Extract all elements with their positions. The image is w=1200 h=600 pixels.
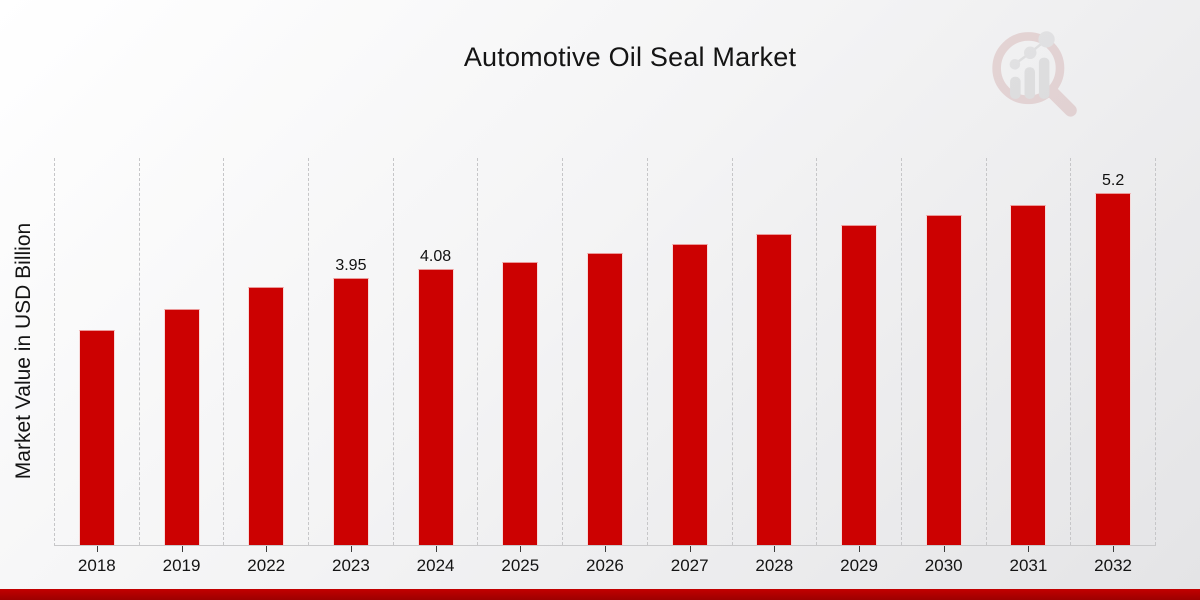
x-axis-tick-label: 2028 [755, 556, 794, 575]
x-axis-tick [266, 546, 268, 552]
bar-category-cell: 2030 [902, 158, 987, 575]
x-axis-tick [689, 546, 691, 552]
magnifier-icon [992, 32, 1077, 117]
bar-category-cell: 2019 [140, 158, 225, 575]
bar-2024 [417, 269, 454, 545]
bar-2029 [841, 225, 878, 545]
x-axis-tick-label: 2031 [1009, 556, 1048, 575]
x-axis-tick-label: 2023 [331, 556, 370, 575]
bar-2030 [925, 215, 962, 545]
x-axis-tick [435, 546, 437, 552]
x-axis-tick [604, 546, 606, 552]
bar-value-label: 5.2 [1101, 172, 1125, 189]
bar-value-label: 3.95 [335, 257, 367, 274]
bar-category-cell: 2028 [733, 158, 818, 575]
bar-chart-plot-area: 2018 2019 2022 3.95 2023 4.08 2024 2025 2026 2027… [54, 158, 1156, 575]
bar-category-cell: 2029 [817, 158, 902, 575]
x-axis-tick-label: 2019 [162, 556, 201, 575]
x-axis-tick [1028, 546, 1030, 552]
mrfr-watermark-logo [992, 31, 1077, 117]
bar-2023 [332, 278, 369, 545]
x-axis-tick [774, 546, 776, 552]
x-axis-tick [859, 546, 861, 552]
bar-2025 [502, 262, 539, 545]
x-axis-tick [520, 546, 522, 552]
x-axis-tick-label: 2022 [247, 556, 286, 575]
trend-bars-icon [1010, 57, 1050, 99]
x-axis-tick [943, 546, 945, 552]
bar-category-cell: 2025 [478, 158, 564, 575]
bar-2028 [756, 234, 793, 545]
bar-value-label: 4.08 [420, 248, 452, 265]
bar-category-cell: 2031 [987, 158, 1072, 575]
x-axis-tick-label: 2030 [924, 556, 963, 575]
footer-accent-strip [0, 589, 1200, 600]
x-axis-tick-label: 2025 [501, 556, 540, 575]
bar-2032 [1095, 193, 1132, 545]
x-axis-tick-label: 2029 [840, 556, 878, 575]
bar-category-cell: 2027 [648, 158, 733, 575]
bar-2026 [586, 253, 623, 545]
bar-category-cell: 4.08 2024 [394, 158, 479, 575]
x-axis-tick-label: 2018 [77, 556, 116, 575]
x-axis-tick-label: 2024 [416, 556, 455, 575]
x-axis-tick [1113, 546, 1115, 552]
x-axis-tick [181, 546, 183, 552]
bar-2019 [163, 309, 200, 545]
x-axis-tick [96, 546, 98, 552]
bar-2022 [248, 287, 285, 545]
trend-line-icon [1009, 31, 1055, 70]
bar-2031 [1010, 205, 1047, 545]
bar-category-cell: 3.95 2023 [309, 158, 394, 575]
x-axis-tick-label: 2026 [586, 556, 624, 575]
x-axis-tick-label: 2027 [670, 556, 709, 575]
y-axis-label: Market Value in USD Billion [12, 222, 35, 480]
x-axis-tick [350, 546, 352, 552]
bar-category-cell: 2026 [563, 158, 648, 575]
bar-category-cell: 2022 [224, 158, 310, 575]
bar-category-cell: 2018 [55, 158, 140, 575]
bar-category-cell: 5.2 2032 [1071, 158, 1156, 575]
x-axis-tick-label: 2032 [1094, 556, 1132, 575]
page-title: Automotive Oil Seal Market [463, 42, 797, 72]
bar-2027 [671, 244, 708, 545]
bar-2018 [78, 330, 115, 545]
